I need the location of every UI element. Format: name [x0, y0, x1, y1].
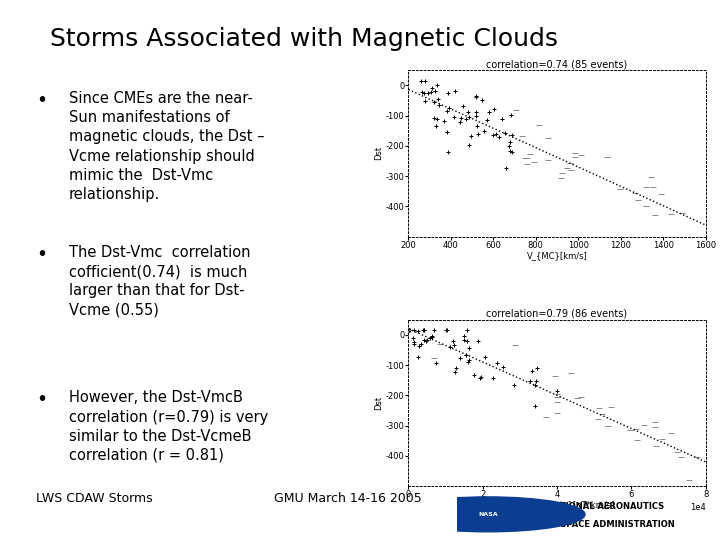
Text: GMU March 14-16 2005: GMU March 14-16 2005	[274, 492, 421, 505]
Text: The Dst-Vmc  correlation
cofficient(0.74)  is much
larger than that for Dst-
Vcm: The Dst-Vmc correlation cofficient(0.74)…	[68, 245, 251, 318]
Circle shape	[391, 497, 585, 532]
Text: Storms Associated with Magnetic Clouds: Storms Associated with Magnetic Clouds	[50, 27, 559, 51]
Text: However, the Dst-VmcB
correlation (r=0.79) is very
similar to the Dst-VcmeB
corr: However, the Dst-VmcB correlation (r=0.7…	[68, 390, 268, 463]
Y-axis label: Dst: Dst	[374, 396, 382, 410]
Text: LWS CDAW Storms: LWS CDAW Storms	[36, 492, 153, 505]
Text: •: •	[36, 91, 48, 110]
X-axis label: V_{MC}*B_{min}[nT*km/s]: V_{MC}*B_{min}[nT*km/s]	[499, 501, 615, 510]
Title: correlation=0.79 (86 events): correlation=0.79 (86 events)	[487, 309, 628, 319]
Text: NASA: NASA	[478, 512, 498, 517]
Text: AND SPACE ADMINISTRATION: AND SPACE ADMINISTRATION	[536, 520, 675, 529]
Text: •: •	[36, 245, 48, 264]
Title: correlation=0.74 (85 events): correlation=0.74 (85 events)	[487, 59, 628, 70]
Y-axis label: Dst: Dst	[374, 146, 382, 160]
Text: NATIONAL AERONAUTICS: NATIONAL AERONAUTICS	[547, 502, 664, 511]
X-axis label: V_{MC}[km/s]: V_{MC}[km/s]	[526, 251, 588, 260]
Text: •: •	[36, 390, 48, 409]
Text: Since CMEs are the near-
Sun manifestations of
magnetic clouds, the Dst –
Vcme r: Since CMEs are the near- Sun manifestati…	[68, 91, 264, 202]
